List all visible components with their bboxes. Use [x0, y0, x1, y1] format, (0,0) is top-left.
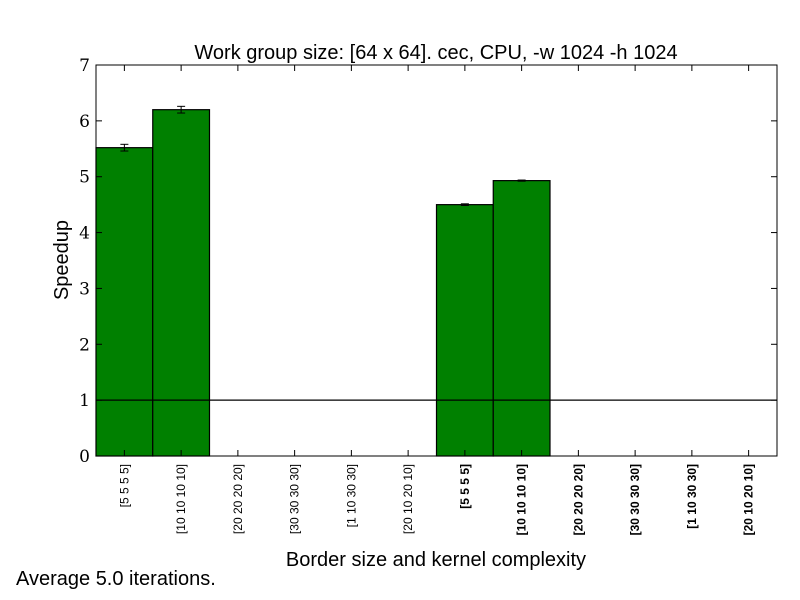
x-tick-label: [1 10 30 30] — [344, 464, 358, 527]
y-axis-ticks: 0 1 2 3 4 5 6 7 — [79, 56, 777, 467]
y-axis-label: Speedup — [51, 220, 73, 300]
x-tick-label: [20 20 20 20] — [231, 464, 245, 534]
x-tick-label: [20 10 20 10] — [742, 464, 756, 535]
plot-frame — [95, 64, 778, 457]
x-axis-label: Border size and kernel complexity — [286, 549, 586, 571]
footnote: Average 5.0 iterations. — [16, 568, 216, 590]
y-tick-label: 1 — [79, 391, 90, 411]
bars-group — [95, 109, 551, 457]
chart-title: Work group size: [64 x 64]. cec, CPU, -w… — [194, 42, 677, 64]
y-tick-label: 4 — [79, 224, 90, 244]
x-tick-label: [20 10 20 10] — [401, 464, 415, 534]
x-axis-ticks: [5 5 5 5] [10 10 10 10] [20 20 20 20] [30 3… — [117, 65, 756, 535]
x-tick-label: [20 20 20 20] — [571, 464, 585, 535]
bar — [95, 147, 154, 457]
x-tick-label: [1 10 30 30] — [685, 464, 699, 529]
bar — [152, 109, 211, 457]
bar — [492, 180, 551, 457]
y-tick-label: 0 — [79, 447, 90, 467]
x-tick-label: [10 10 10 10] — [515, 464, 529, 535]
y-tick-label: 6 — [79, 112, 90, 132]
y-tick-label: 5 — [79, 168, 90, 188]
error-bars-group — [120, 105, 526, 206]
y-tick-label: 3 — [79, 279, 90, 299]
x-tick-label: [5 5 5 5] — [458, 464, 472, 509]
x-tick-label: [30 30 30 30] — [288, 464, 302, 534]
x-tick-label: [30 30 30 30] — [628, 464, 642, 535]
x-tick-label: [5 5 5 5] — [117, 464, 131, 507]
y-tick-label: 7 — [79, 56, 90, 76]
y-tick-label: 2 — [79, 335, 90, 355]
x-tick-label: [10 10 10 10] — [174, 464, 188, 534]
bar — [435, 204, 494, 457]
